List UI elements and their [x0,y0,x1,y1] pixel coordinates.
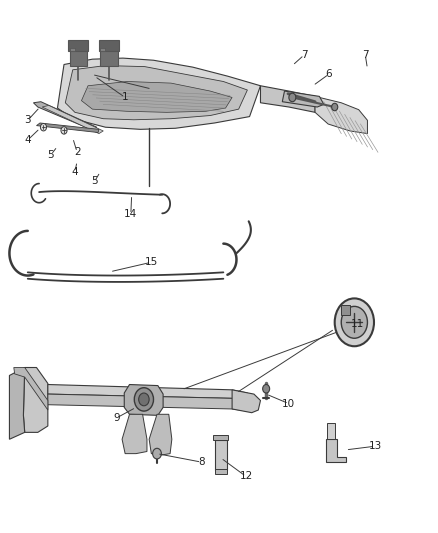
Polygon shape [149,414,172,455]
Polygon shape [261,86,315,112]
Polygon shape [33,102,97,131]
Bar [68,40,88,51]
Circle shape [341,306,367,338]
Circle shape [139,393,149,406]
Polygon shape [42,106,103,134]
Text: 7: 7 [301,50,307,60]
Text: 12: 12 [240,472,253,481]
Text: 8: 8 [198,457,205,467]
Text: 4: 4 [25,135,31,145]
Bar [100,50,118,67]
Bar [215,469,227,474]
Bar [327,423,335,439]
Circle shape [152,448,161,459]
Text: 9: 9 [113,413,120,423]
Text: 13: 13 [369,441,382,451]
Circle shape [335,298,374,346]
Text: 2: 2 [74,147,81,157]
Bar [70,48,75,51]
Text: 3: 3 [25,115,31,125]
Text: 10: 10 [283,399,295,409]
Polygon shape [48,394,247,411]
Text: 4: 4 [71,167,78,177]
Bar [215,440,227,470]
Text: 5: 5 [91,176,98,187]
Circle shape [332,103,338,111]
Bar [341,305,350,316]
Polygon shape [232,390,261,413]
Circle shape [263,384,270,393]
Polygon shape [23,368,48,432]
Text: 11: 11 [351,319,364,329]
Polygon shape [81,82,232,112]
Polygon shape [124,384,163,415]
Circle shape [61,127,67,134]
Text: 6: 6 [326,69,332,79]
Circle shape [289,93,296,102]
Polygon shape [65,66,247,120]
Polygon shape [48,384,247,400]
Polygon shape [122,414,147,454]
Polygon shape [326,439,346,462]
Polygon shape [36,123,99,133]
Bar [213,435,228,440]
Circle shape [134,387,153,411]
Text: 7: 7 [362,50,369,60]
Polygon shape [14,368,48,410]
Text: 1: 1 [122,92,128,102]
Polygon shape [10,368,25,439]
Text: 15: 15 [145,257,158,267]
Polygon shape [57,58,261,130]
Bar [99,40,119,51]
Text: 14: 14 [124,209,138,220]
Circle shape [40,124,46,131]
Polygon shape [283,91,324,107]
Bar [70,50,87,67]
Polygon shape [315,96,367,134]
Bar [100,48,106,51]
Text: 5: 5 [48,150,54,160]
